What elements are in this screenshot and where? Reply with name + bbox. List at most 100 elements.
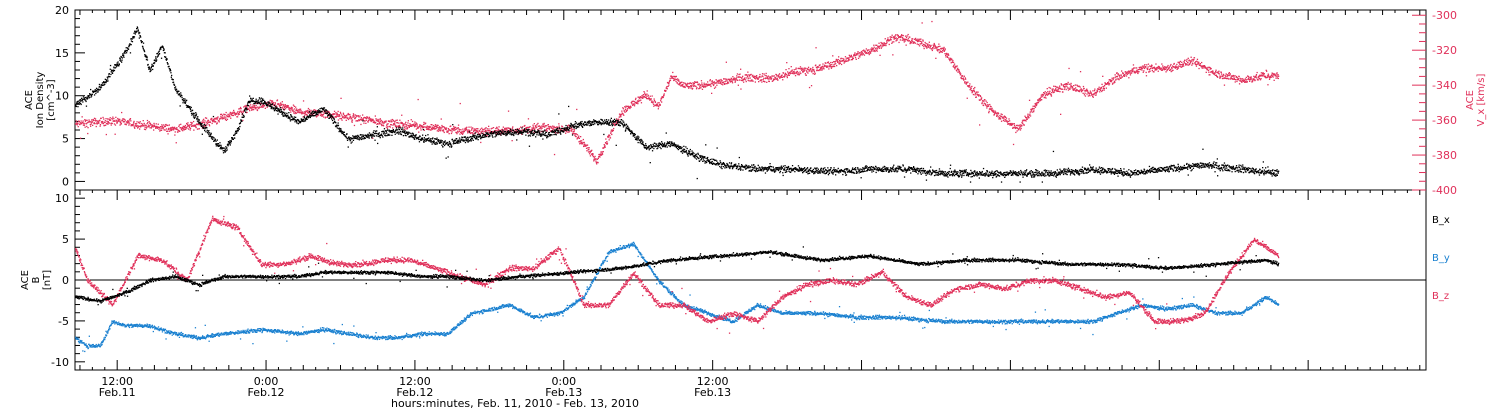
ion-density-point <box>337 127 338 128</box>
velocity-vx-point <box>149 121 150 122</box>
velocity-vx-point <box>953 65 954 66</box>
velocity-vx-point <box>799 73 800 74</box>
velocity-vx-point <box>782 75 783 76</box>
velocity-vx-point <box>1187 62 1188 63</box>
velocity-vx-point <box>206 118 207 119</box>
velocity-vx-point <box>1197 59 1198 60</box>
ion-density-point <box>128 49 129 50</box>
velocity-vx-point <box>102 121 103 122</box>
velocity-vx-point <box>587 145 588 146</box>
ion-density-point <box>121 60 122 61</box>
ion-density-point <box>288 112 289 113</box>
velocity-vx-point <box>1053 86 1054 87</box>
ion-density-point <box>87 97 88 98</box>
velocity-vx-point <box>1086 89 1087 90</box>
velocity-vx-point <box>1201 62 1202 63</box>
velocity-vx-point <box>815 47 816 48</box>
velocity-vx-point <box>457 132 458 133</box>
velocity-vx-point <box>1115 74 1116 75</box>
velocity-vx-point <box>92 121 93 122</box>
velocity-vx-point <box>730 81 731 82</box>
ion-density-point <box>85 97 86 98</box>
velocity-vx-point <box>682 84 683 85</box>
velocity-vx-point <box>548 124 549 125</box>
ion-density-point <box>112 73 113 74</box>
ion-density-point <box>201 123 202 124</box>
velocity-vx-point <box>1148 66 1149 67</box>
velocity-vx-point <box>460 129 461 130</box>
ion-density-point <box>339 131 340 132</box>
velocity-vx-point <box>420 127 421 128</box>
velocity-vx-point <box>1124 76 1125 77</box>
velocity-vx-point <box>624 110 625 111</box>
velocity-vx-point <box>648 95 649 96</box>
velocity-vx-point <box>894 39 895 40</box>
velocity-vx-point <box>912 41 913 42</box>
velocity-vx-point <box>110 120 111 121</box>
velocity-vx-point <box>1220 76 1221 77</box>
velocity-vx-point <box>843 59 844 60</box>
velocity-vx-point <box>296 108 297 109</box>
velocity-vx-point <box>1268 75 1269 76</box>
ion-density-point <box>234 134 235 135</box>
velocity-vx-point <box>239 112 240 113</box>
ion-density-point <box>261 102 262 103</box>
velocity-vx-point <box>84 123 85 124</box>
velocity-vx-point <box>1187 64 1188 65</box>
velocity-vx-point <box>338 119 339 120</box>
velocity-vx-point <box>156 123 157 124</box>
velocity-vx-point <box>567 132 568 133</box>
velocity-vx-point <box>1070 84 1071 85</box>
velocity-vx-point <box>859 56 860 57</box>
velocity-vx-point <box>372 119 373 120</box>
velocity-vx-point <box>143 120 144 121</box>
velocity-vx-point <box>621 111 622 112</box>
velocity-vx-point <box>184 129 185 130</box>
velocity-vx-point <box>338 111 339 112</box>
velocity-vx-point <box>738 85 739 86</box>
velocity-vx-point <box>918 41 919 42</box>
velocity-vx-point <box>751 74 752 75</box>
velocity-vx-point <box>954 64 955 65</box>
velocity-vx-point <box>206 124 207 125</box>
velocity-vx-point <box>292 107 293 108</box>
velocity-vx-point <box>784 75 785 76</box>
velocity-vx-point <box>658 102 659 103</box>
velocity-vx-point <box>119 119 120 120</box>
velocity-vx-point <box>765 75 766 76</box>
velocity-vx-point <box>841 58 842 59</box>
velocity-vx-point <box>1108 81 1109 82</box>
velocity-vx-point <box>599 156 600 157</box>
velocity-vx-point <box>366 120 367 121</box>
velocity-vx-point <box>323 116 324 117</box>
velocity-vx-point <box>838 56 839 57</box>
velocity-vx-point <box>838 59 839 60</box>
velocity-vx-point <box>290 109 291 110</box>
velocity-vx-point <box>605 138 606 139</box>
velocity-vx-point <box>1041 99 1042 100</box>
velocity-vx-point <box>1247 81 1248 82</box>
velocity-vx-point <box>613 130 614 131</box>
velocity-vx-point <box>596 163 597 164</box>
velocity-vx-point <box>1093 97 1094 98</box>
velocity-vx-point <box>95 118 96 119</box>
ion-density-point <box>85 101 86 102</box>
velocity-vx-point <box>565 133 566 134</box>
velocity-vx-point <box>1162 68 1163 69</box>
ion-density-point <box>81 98 82 99</box>
ion-density-point <box>247 103 248 104</box>
ion-density-point <box>326 110 327 111</box>
velocity-vx-point <box>1046 92 1047 93</box>
velocity-vx-point <box>1017 128 1018 129</box>
velocity-vx-point <box>549 129 550 130</box>
velocity-vx-point <box>1219 73 1220 74</box>
velocity-vx-point <box>868 49 869 50</box>
velocity-vx-point <box>616 118 617 119</box>
velocity-vx-point <box>989 104 990 105</box>
velocity-vx-point <box>1089 95 1090 96</box>
velocity-vx-point <box>1198 63 1199 64</box>
velocity-vx-point <box>282 107 283 108</box>
velocity-vx-point <box>256 105 257 106</box>
velocity-vx-point <box>1264 73 1265 74</box>
velocity-vx-point <box>835 63 836 64</box>
